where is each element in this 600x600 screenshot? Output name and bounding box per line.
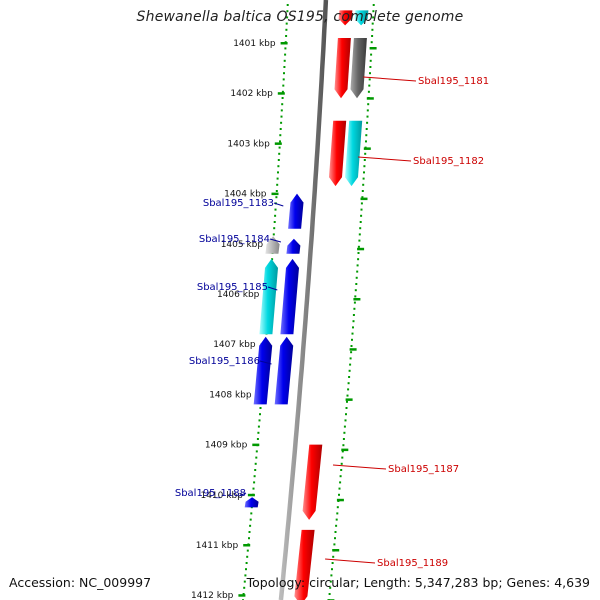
gene-label-sbal195_1185[interactable]: Sbal195_1185 bbox=[197, 282, 268, 293]
tick-label: 1409 kbp bbox=[205, 441, 248, 451]
tick-label: 1406 kbp bbox=[217, 290, 260, 300]
tick-mark-right bbox=[357, 247, 365, 251]
gene-leader-line bbox=[259, 360, 272, 365]
genome-info-text: Topology: circular; Length: 5,347,283 bp… bbox=[246, 575, 590, 590]
gene-leader-line bbox=[358, 156, 412, 162]
tick-label: 1401 kbp bbox=[233, 39, 276, 49]
gene-features[interactable] bbox=[244, 10, 369, 600]
tick-label: 1405 kbp bbox=[221, 240, 264, 250]
gene-feature-12[interactable] bbox=[253, 336, 273, 405]
genome-title: Shewanella baltica OS195, complete genom… bbox=[136, 9, 464, 25]
dna-backbone-line bbox=[278, 0, 329, 600]
tick-mark-right bbox=[369, 47, 377, 50]
tick-label: 1407 kbp bbox=[213, 340, 256, 350]
gene-label-sbal195_1188[interactable]: Sbal195_1188 bbox=[175, 488, 246, 499]
tick-label: 1408 kbp bbox=[209, 390, 252, 400]
gene-labels: Sbal195_1181 Sbal195_1182 Sbal195_1183 Sbal… bbox=[175, 76, 489, 569]
tick-label: 1402 kbp bbox=[230, 89, 273, 99]
scale-dots-right bbox=[328, 4, 375, 600]
gene-leader-line bbox=[267, 286, 278, 291]
gene-feature-1[interactable] bbox=[354, 10, 369, 26]
tick-mark-left bbox=[252, 443, 260, 447]
gene-label-sbal195_1186[interactable]: Sbal195_1186 bbox=[189, 356, 260, 367]
gene-sbal195_1189[interactable] bbox=[294, 529, 315, 600]
gene-leader-line bbox=[363, 76, 417, 82]
gene-sbal195_1184[interactable] bbox=[286, 238, 301, 254]
gene-sbal195_1185[interactable] bbox=[280, 258, 299, 335]
gene-feature-0[interactable] bbox=[338, 10, 353, 26]
gene-sbal195_1181[interactable] bbox=[334, 38, 351, 99]
scale-ticks: 1401 kbp 1402 kbp 1403 kbp 1404 kbp 1405 kbp… bbox=[191, 4, 377, 600]
accession-text: Accession: NC_009997 bbox=[9, 575, 152, 590]
tick-mark-left bbox=[238, 594, 246, 597]
gene-sbal195_1182[interactable] bbox=[329, 120, 347, 187]
tick-mark-right bbox=[353, 298, 361, 301]
tick-mark-left bbox=[277, 92, 285, 95]
tick-mark-left bbox=[271, 192, 279, 196]
gene-feature-10[interactable] bbox=[259, 258, 278, 335]
tick-mark-right bbox=[363, 147, 371, 150]
gene-label-sbal195_1181[interactable]: Sbal195_1181 bbox=[418, 76, 489, 87]
tick-mark-right bbox=[332, 549, 340, 552]
tick-mark-right bbox=[349, 348, 357, 351]
gene-sbal195_1183[interactable] bbox=[288, 193, 304, 229]
tick-mark-right bbox=[345, 398, 353, 401]
tick-label: 1411 kbp bbox=[196, 541, 239, 551]
gene-leader-line bbox=[325, 558, 376, 564]
tick-mark-right bbox=[341, 448, 349, 452]
tick-label: 1412 kbp bbox=[191, 591, 234, 600]
gene-feature-3[interactable] bbox=[350, 38, 367, 99]
gene-label-sbal195_1182[interactable]: Sbal195_1182 bbox=[413, 156, 484, 167]
gene-leader-line bbox=[238, 492, 247, 497]
tick-mark-right bbox=[366, 97, 374, 100]
gene-label-sbal195_1187[interactable]: Sbal195_1187 bbox=[388, 464, 459, 475]
tick-mark-left bbox=[274, 142, 282, 145]
genome-backbone bbox=[278, 0, 329, 600]
tick-mark-left bbox=[280, 42, 288, 45]
tick-mark-left bbox=[243, 544, 251, 547]
gene-label-sbal195_1184[interactable]: Sbal195_1184 bbox=[199, 234, 270, 245]
tick-label: 1403 kbp bbox=[227, 139, 270, 149]
gene-leader-line bbox=[269, 238, 282, 243]
gene-feature-5[interactable] bbox=[345, 120, 363, 187]
gene-leader-line bbox=[273, 202, 284, 207]
tick-mark-left bbox=[247, 493, 255, 497]
tick-label: 1404 kbp bbox=[224, 190, 267, 200]
gene-leader-line bbox=[332, 464, 387, 470]
gene-sbal195_1188[interactable] bbox=[244, 497, 259, 508]
tick-label: 1410 kbp bbox=[200, 491, 243, 501]
tick-mark-right bbox=[336, 498, 344, 502]
gene-label-sbal195_1183[interactable]: Sbal195_1183 bbox=[203, 198, 274, 209]
gene-sbal195_1186[interactable] bbox=[274, 336, 294, 405]
gene-label-sbal195_1189[interactable]: Sbal195_1189 bbox=[377, 558, 448, 569]
gene-sbal195_1187[interactable] bbox=[302, 444, 323, 520]
tick-mark-right bbox=[360, 197, 368, 201]
